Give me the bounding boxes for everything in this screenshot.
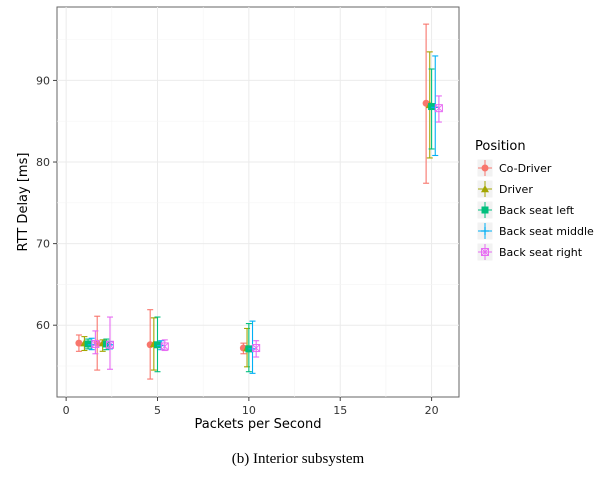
y-axis-title: RTT Delay [ms] xyxy=(16,153,31,252)
data-point-d2 xyxy=(160,342,169,351)
legend-label: Back seat left xyxy=(499,204,575,217)
legend-title: Position xyxy=(475,139,526,154)
data-point xyxy=(91,339,100,348)
legend-key xyxy=(476,221,494,241)
data-point-box xyxy=(91,339,100,348)
data-point-d2 xyxy=(91,340,100,348)
x-tick-label: 10 xyxy=(242,404,256,417)
y-tick-label: 60 xyxy=(36,319,50,332)
plot-area xyxy=(56,6,460,398)
legend-key xyxy=(476,179,494,199)
plot-frame xyxy=(56,6,460,398)
x-tick-label: 5 xyxy=(154,404,161,417)
legend-key-marker xyxy=(481,206,489,214)
data-point xyxy=(434,104,443,113)
data-point-d2 xyxy=(106,340,114,349)
legend: Position Co-Driver Driver Back seat left Ba… xyxy=(475,139,594,262)
legend-key-marker xyxy=(481,164,489,172)
legend-label: Driver xyxy=(499,183,533,196)
x-tick-label: 0 xyxy=(63,404,70,417)
y-tick-label: 70 xyxy=(36,238,50,251)
data-point-d2 xyxy=(252,344,260,352)
data-series xyxy=(75,23,443,380)
legend-key-marker xyxy=(481,248,489,256)
legend-key-marker xyxy=(481,185,489,193)
legend-key xyxy=(476,158,494,178)
data-point xyxy=(105,340,114,349)
figure-caption: (b) Interior subsystem xyxy=(232,451,365,467)
legend-key xyxy=(476,200,494,220)
legend-key xyxy=(476,242,494,262)
data-point xyxy=(154,341,161,349)
legend-label: Back seat right xyxy=(499,246,583,259)
legend-key-marker-box xyxy=(481,248,489,256)
legend-key-marker-d2 xyxy=(481,248,489,256)
data-point-box xyxy=(105,340,114,349)
series-back-seat-right xyxy=(91,95,443,370)
axes: 0 5 10 15 20 60 70 80 90 xyxy=(36,74,439,417)
x-tick-label: 20 xyxy=(425,404,439,417)
legend-label: Back seat middle xyxy=(499,225,594,238)
data-point-box xyxy=(160,342,169,351)
legend-key-marker xyxy=(481,227,489,235)
data-point xyxy=(160,342,169,351)
data-point xyxy=(252,344,261,353)
data-point-box xyxy=(252,344,261,353)
legend-label: Co-Driver xyxy=(499,162,552,175)
data-point xyxy=(428,103,436,111)
y-tick-label: 80 xyxy=(36,156,50,169)
data-point-box xyxy=(434,104,443,113)
x-tick-label: 15 xyxy=(333,404,347,417)
y-tick-label: 90 xyxy=(36,74,50,87)
x-axis-title: Packets per Second xyxy=(194,417,321,432)
data-point-d2 xyxy=(435,104,443,112)
data-point xyxy=(75,339,83,347)
data-point xyxy=(84,340,92,348)
